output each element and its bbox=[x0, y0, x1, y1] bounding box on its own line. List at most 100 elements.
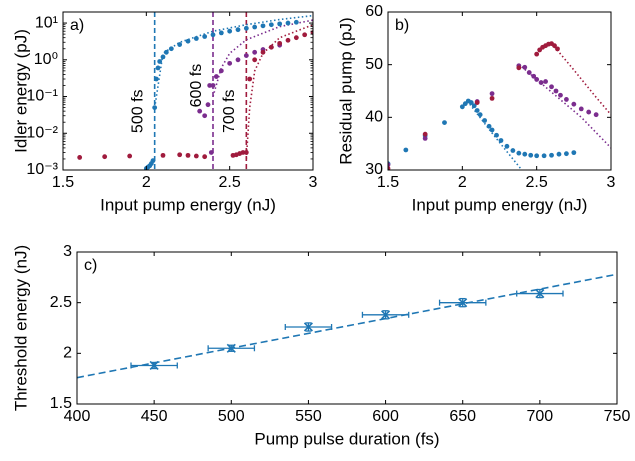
data-point bbox=[197, 108, 203, 114]
x-tick-label: 3 bbox=[607, 174, 616, 191]
data-point bbox=[202, 34, 208, 39]
x-tick-label: 2 bbox=[458, 174, 467, 191]
data-point bbox=[243, 150, 249, 155]
y-axis-label: Residual pump (pJ) bbox=[336, 17, 355, 164]
data-point bbox=[163, 49, 169, 55]
data-point bbox=[556, 151, 562, 157]
data-point bbox=[227, 28, 233, 34]
x-tick-label: 3 bbox=[309, 174, 318, 191]
x-tick-label: 1.5 bbox=[52, 174, 74, 191]
data-point bbox=[586, 109, 592, 115]
data-point bbox=[213, 74, 219, 79]
y-tick-label: 10⁻¹ bbox=[26, 88, 58, 105]
data-point-x-marker bbox=[381, 310, 391, 320]
data-point bbox=[558, 92, 563, 98]
panel-label: b) bbox=[395, 17, 409, 34]
data-point bbox=[77, 155, 83, 160]
data-point bbox=[534, 77, 540, 82]
data-point bbox=[252, 49, 258, 55]
data-point bbox=[193, 153, 199, 159]
axes-frame bbox=[387, 11, 612, 171]
data-point bbox=[422, 131, 428, 137]
data-point bbox=[422, 136, 428, 141]
panel-label: c) bbox=[84, 257, 97, 274]
plot-area bbox=[77, 12, 313, 170]
data-point bbox=[593, 112, 599, 118]
data-point bbox=[247, 76, 253, 82]
data-point bbox=[285, 20, 291, 26]
data-point bbox=[534, 153, 540, 159]
y-tick-label: 10⁻³ bbox=[26, 161, 58, 178]
x-axis-label: Input pump energy (nJ) bbox=[412, 195, 588, 214]
data-point bbox=[293, 35, 299, 41]
data-point-x-marker bbox=[535, 288, 545, 299]
x-tick-label: 700 bbox=[527, 408, 554, 425]
data-point bbox=[526, 70, 532, 75]
y-tick-label: 40 bbox=[365, 109, 383, 126]
x-tick-label: 1.5 bbox=[377, 174, 399, 191]
data-point bbox=[489, 95, 495, 101]
data-point bbox=[218, 68, 224, 74]
data-point bbox=[510, 148, 516, 153]
data-point bbox=[549, 152, 554, 158]
y-tick-label: 1.5 bbox=[50, 395, 72, 412]
y-tick-label: 2.5 bbox=[50, 294, 72, 311]
x-tick-label: 500 bbox=[218, 408, 245, 425]
data-point bbox=[285, 37, 291, 43]
y-tick-label: 2 bbox=[63, 345, 72, 362]
data-point bbox=[522, 64, 528, 70]
y-tick-label: 30 bbox=[365, 161, 383, 178]
data-point bbox=[210, 32, 216, 38]
x-tick-label: 750 bbox=[604, 408, 631, 425]
y-tick-label: 60 bbox=[365, 3, 383, 20]
data-point bbox=[498, 138, 504, 143]
data-point bbox=[571, 150, 577, 156]
data-point bbox=[549, 84, 554, 90]
panel-label: a) bbox=[70, 17, 84, 34]
data-point-x-marker bbox=[458, 298, 468, 308]
data-point bbox=[293, 19, 299, 25]
plot-area bbox=[77, 273, 617, 379]
y-axis-label: Idler energy (pJ) bbox=[11, 29, 30, 153]
data-point bbox=[202, 113, 208, 119]
data-point bbox=[528, 152, 534, 158]
data-point bbox=[260, 49, 266, 55]
data-point bbox=[193, 36, 199, 41]
data-point bbox=[459, 104, 465, 110]
data-point bbox=[541, 153, 547, 159]
data-point bbox=[403, 147, 409, 153]
data-point bbox=[471, 103, 477, 109]
data-point bbox=[474, 108, 480, 113]
data-point bbox=[268, 44, 274, 50]
y-tick-label: 10⁰ bbox=[34, 51, 58, 68]
data-point bbox=[516, 65, 522, 71]
data-point bbox=[555, 46, 560, 52]
data-point bbox=[243, 25, 249, 31]
duration-annotation: 600 fs bbox=[188, 64, 205, 108]
data-point bbox=[205, 102, 211, 108]
x-axis-label: Input pump energy (nJ) bbox=[100, 195, 276, 214]
data-point bbox=[160, 54, 166, 60]
data-point bbox=[240, 150, 246, 155]
duration-annotation: 500 fs bbox=[130, 89, 147, 133]
data-point bbox=[153, 76, 159, 82]
data-point bbox=[482, 118, 488, 123]
data-point bbox=[160, 152, 166, 158]
panel-c: 400 450 500 550 600 650 700 750 1.5 2 2.5 3 Pump pul… bbox=[11, 243, 630, 448]
x-tick-label: 650 bbox=[449, 408, 476, 425]
x-tick-label: 400 bbox=[64, 408, 91, 425]
data-point bbox=[177, 152, 183, 158]
data-point bbox=[127, 153, 133, 159]
data-point bbox=[534, 51, 540, 57]
data-point bbox=[442, 120, 447, 125]
data-point bbox=[227, 60, 233, 66]
data-point bbox=[494, 132, 499, 138]
data-point bbox=[157, 59, 163, 64]
data-point bbox=[210, 83, 216, 88]
linear-fit-line bbox=[77, 273, 617, 379]
data-point bbox=[252, 57, 258, 63]
fit-curve-2 bbox=[553, 46, 611, 116]
x-tick-label: 2 bbox=[142, 174, 151, 191]
data-point bbox=[207, 83, 213, 88]
data-point bbox=[268, 22, 274, 28]
